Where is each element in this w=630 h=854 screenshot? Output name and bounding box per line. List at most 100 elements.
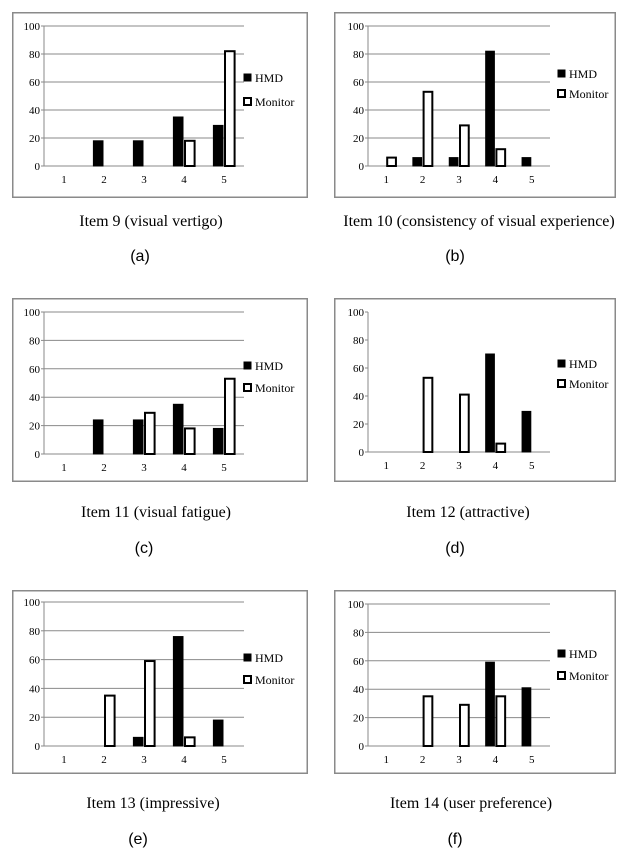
x-tick-label-c-0: 1	[61, 462, 67, 474]
bar-hmd-c-3	[132, 419, 144, 455]
y-tick-label-e-5: 100	[24, 597, 41, 609]
bar-monitor-e-2	[104, 694, 116, 747]
y-tick-label-c-5: 100	[24, 307, 41, 319]
chart-title-e: Item 13 (impressive)	[86, 795, 220, 812]
panel-label-b: (b)	[445, 248, 465, 265]
chart-title-d: Item 12 (attractive)	[406, 504, 530, 521]
legend-label-hmd-c: HMD	[255, 359, 283, 373]
bar-hmd-a-3	[132, 140, 144, 167]
x-tick-label-c-3: 4	[181, 462, 187, 474]
x-tick-label-f-0: 1	[383, 754, 389, 766]
legend-swatch-monitor-c	[243, 383, 252, 392]
y-tick-label-a-5: 100	[24, 21, 41, 33]
chart-title-b: Item 10 (consistency of visual experienc…	[343, 213, 615, 230]
bar-monitor-b-1	[386, 156, 397, 168]
bar-monitor-a-5	[224, 50, 236, 168]
y-tick-label-c-4: 80	[29, 335, 41, 347]
y-tick-label-d-0: 0	[359, 447, 365, 459]
chart-title-c: Item 11 (visual fatigue)	[80, 504, 232, 521]
bar-monitor-d-4	[495, 442, 507, 454]
legend-label-monitor-d: Monitor	[569, 377, 608, 391]
x-tick-label-e-1: 2	[101, 754, 107, 766]
y-tick-label-e-2: 40	[29, 683, 41, 695]
y-tick-label-f-1: 20	[353, 713, 365, 725]
bar-hmd-c-2	[92, 419, 104, 455]
bar-monitor-c-4	[184, 427, 196, 456]
y-tick-label-d-3: 60	[353, 363, 365, 375]
chart-svg-b: 0 20 40 60 80 100 1 2 3 4 5 HMD Monitor	[334, 12, 616, 198]
legend-label-monitor-e: Monitor	[255, 673, 294, 687]
bar-hmd-b-5	[521, 157, 532, 167]
legend-swatch-hmd-b	[557, 69, 566, 78]
bar-hmd-d-4	[485, 353, 495, 453]
bar-hmd-d-5	[521, 410, 532, 453]
x-tick-label-d-2: 3	[456, 460, 462, 472]
bar-monitor-b-3	[459, 124, 470, 167]
y-tick-label-f-3: 60	[353, 656, 365, 668]
bar-hmd-a-5	[212, 124, 224, 167]
bar-monitor-c-3	[144, 411, 156, 455]
x-tick-label-d-4: 5	[529, 460, 535, 472]
bar-hmd-e-5	[212, 719, 224, 747]
y-tick-label-b-0: 0	[359, 161, 365, 173]
legend-swatch-hmd-c	[243, 361, 252, 370]
y-tick-label-d-1: 20	[353, 419, 365, 431]
y-tick-label-c-0: 0	[35, 449, 41, 461]
y-tick-label-b-2: 40	[353, 105, 365, 117]
x-tick-label-c-2: 3	[141, 462, 147, 474]
y-tick-label-d-2: 40	[353, 391, 365, 403]
x-tick-label-d-1: 2	[420, 460, 426, 472]
bar-hmd-a-4	[172, 116, 184, 167]
chart-title-f: Item 14 (user preference)	[389, 795, 553, 812]
y-tick-label-e-1: 20	[29, 712, 41, 724]
x-tick-label-d-3: 4	[493, 460, 499, 472]
legend-label-monitor-a: Monitor	[255, 95, 294, 109]
legend-label-monitor-b: Monitor	[569, 87, 608, 101]
panel-label-e: (e)	[128, 831, 148, 848]
bar-monitor-d-2	[422, 376, 434, 453]
legend-label-hmd-f: HMD	[569, 647, 597, 661]
bar-monitor-b-4	[495, 148, 507, 167]
chart-svg-d: 0 20 40 60 80 100 1 2 3 4 5 HMD Monitor	[334, 298, 616, 482]
chart-frame-e	[12, 590, 308, 774]
panel-label-c: (c)	[134, 540, 154, 557]
panel-label-a: (a)	[130, 248, 150, 265]
legend-swatch-hmd-d	[557, 359, 566, 368]
bar-hmd-b-3	[448, 157, 459, 167]
legend-swatch-monitor-f	[557, 671, 566, 680]
bar-hmd-f-4	[485, 661, 495, 747]
y-tick-label-f-5: 100	[348, 599, 365, 611]
y-tick-label-b-4: 80	[353, 49, 365, 61]
x-tick-label-a-1: 2	[101, 174, 107, 186]
y-tick-label-d-5: 100	[348, 307, 365, 319]
chart-panel-b: 0 20 40 60 80 100 1 2 3 4 5 HMD Monitor	[334, 12, 616, 198]
bar-hmd-b-4	[485, 50, 495, 167]
chart-frame-d	[334, 298, 616, 482]
x-tick-label-f-4: 5	[529, 754, 535, 766]
bar-hmd-a-2	[92, 140, 104, 167]
chart-panel-a: 0 20 40 60 80 100 1 2 3 4 5 HMD Monitor	[12, 12, 308, 198]
x-tick-label-f-1: 2	[420, 754, 426, 766]
bar-monitor-e-3	[144, 660, 156, 747]
y-tick-label-a-2: 40	[29, 105, 41, 117]
legend-swatch-monitor-b	[557, 89, 566, 98]
y-tick-label-a-0: 0	[35, 161, 41, 173]
legend-label-hmd-a: HMD	[255, 71, 283, 85]
x-tick-label-e-0: 1	[61, 754, 67, 766]
bar-monitor-f-4	[495, 695, 507, 748]
y-tick-label-c-3: 60	[29, 364, 41, 376]
bar-hmd-e-3	[132, 736, 144, 747]
y-tick-label-f-0: 0	[359, 741, 365, 753]
legend-swatch-monitor-a	[243, 97, 252, 106]
y-tick-label-e-3: 60	[29, 655, 41, 667]
legend-swatch-hmd-a	[243, 73, 252, 82]
chart-frame-f	[334, 590, 616, 774]
x-tick-label-d-0: 1	[383, 460, 389, 472]
legend-label-monitor-c: Monitor	[255, 381, 294, 395]
y-tick-label-c-1: 20	[29, 421, 41, 433]
x-tick-label-b-0: 1	[383, 174, 389, 186]
y-tick-label-e-4: 80	[29, 626, 41, 638]
x-tick-label-a-4: 5	[221, 174, 227, 186]
legend-swatch-hmd-e	[243, 653, 252, 662]
panel-label-d: (d)	[445, 540, 465, 557]
